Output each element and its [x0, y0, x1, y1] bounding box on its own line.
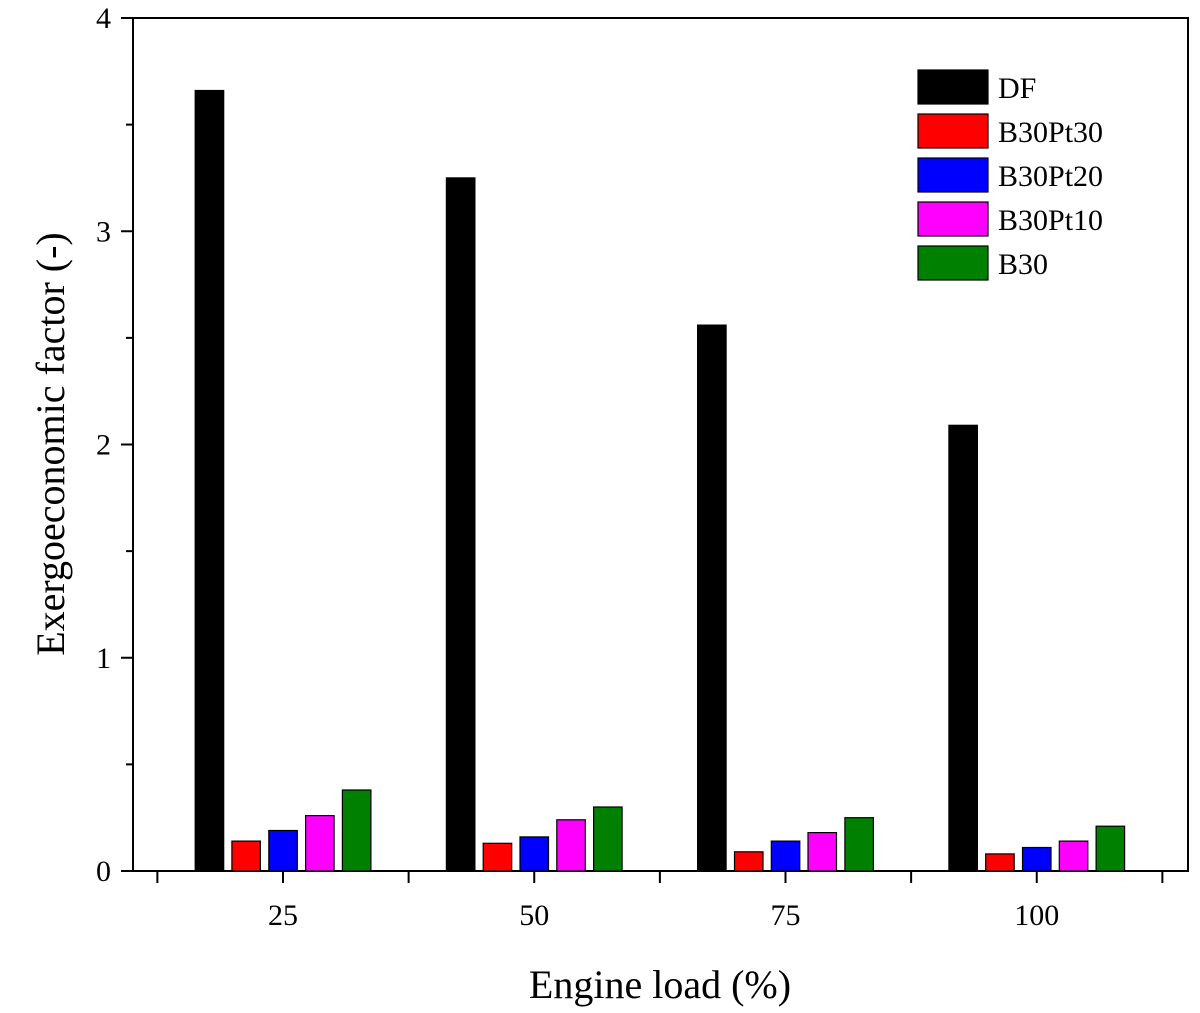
x-tick-label: 100: [1014, 899, 1059, 932]
legend-swatch-b30pt10: [917, 201, 989, 237]
y-tick-label: 4: [96, 2, 111, 35]
bar-b30pt20-25: [268, 829, 298, 872]
legend-swatch-b30: [917, 245, 989, 281]
legend-label-b30pt30: B30Pt30: [998, 116, 1103, 149]
bar-df-50: [445, 177, 476, 872]
bar-b30pt10-50: [556, 819, 586, 872]
bar-b30pt30-100: [985, 853, 1015, 872]
y-axis-ticks: 0 1 2 3 4: [96, 2, 133, 888]
legend-swatch-b30pt20: [917, 157, 989, 193]
bar-b30pt10-75: [807, 831, 838, 872]
bar-b30-50: [592, 806, 623, 872]
y-tick-label: 2: [96, 429, 111, 462]
x-tick-label: 50: [519, 899, 549, 932]
y-tick-label: 1: [96, 642, 111, 675]
bar-df-75: [696, 324, 727, 872]
bar-b30-75: [844, 817, 875, 872]
legend-label-df: DF: [998, 72, 1036, 105]
bar-b30pt30-50: [482, 842, 513, 872]
bar-b30pt10-100: [1058, 840, 1089, 872]
bar-df-25: [194, 89, 225, 872]
bar-b30pt30-75: [733, 851, 764, 872]
bar-b30pt20-50: [519, 836, 550, 872]
bar-b30pt30-25: [231, 840, 261, 872]
y-tick-label: 3: [96, 215, 111, 248]
legend-label-b30: B30: [998, 248, 1048, 281]
legend-label-b30pt20: B30Pt20: [998, 160, 1103, 193]
legend-swatch-b30pt30: [917, 113, 989, 149]
bar-b30pt20-100: [1021, 846, 1052, 872]
y-tick-label: 0: [96, 855, 111, 888]
x-tick-label: 25: [268, 899, 298, 932]
bar-b30pt20-75: [770, 840, 801, 872]
bar-b30pt10-25: [305, 814, 335, 872]
bars-layer: [194, 89, 1126, 872]
bar-b30-25: [341, 789, 372, 872]
legend: DF B30Pt30 B30Pt20 B30Pt10 B30: [917, 69, 1103, 281]
bar-df-100: [948, 424, 979, 872]
legend-label-b30pt10: B30Pt10: [998, 204, 1103, 237]
y-axis-title: Exergoeconomic factor (-): [28, 232, 73, 656]
x-axis-ticks: 25 50 75 100: [156, 871, 1164, 932]
x-axis-title: Engine load (%): [529, 962, 791, 1007]
bar-b30-100: [1095, 825, 1126, 872]
x-tick-label: 75: [771, 899, 801, 932]
legend-swatch-df: [917, 69, 989, 105]
